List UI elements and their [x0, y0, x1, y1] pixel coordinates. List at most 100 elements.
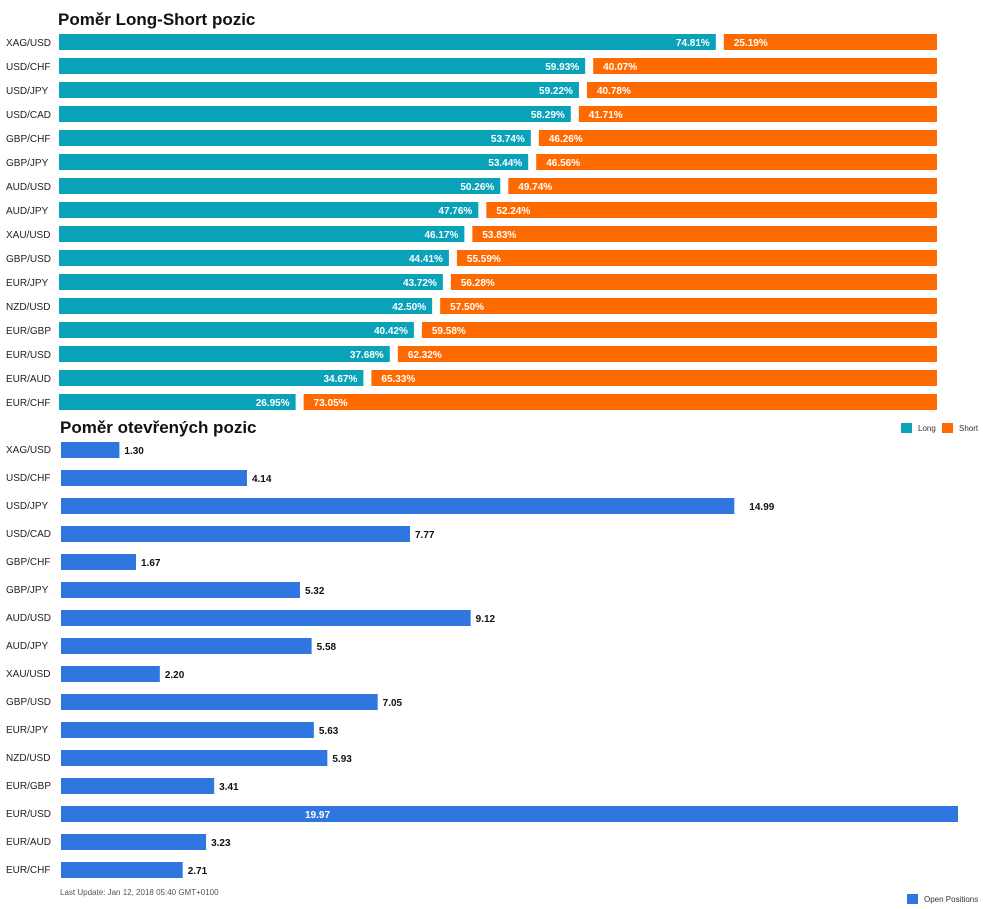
- short-bar-usd-chf: [593, 58, 937, 74]
- open-positions-value-usd-chf: 4.14: [252, 474, 272, 485]
- category-label-gbp-usd: GBP/USD: [6, 697, 51, 708]
- category-label-xau-usd: XAU/USD: [6, 669, 50, 680]
- open-positions-bar-nzd-usd: [61, 750, 328, 766]
- open-positions-value-aud-usd: 9.12: [476, 614, 496, 625]
- long-value-usd-jpy: 59.22%: [539, 86, 573, 97]
- short-bar-aud-jpy: [486, 202, 937, 218]
- long-bar-xau-usd: [59, 226, 465, 242]
- open-positions-bar-eur-jpy: [61, 722, 314, 738]
- long-value-gbp-usd: 44.41%: [409, 254, 443, 265]
- category-label-gbp-jpy: GBP/JPY: [6, 158, 49, 169]
- category-label-nzd-usd: NZD/USD: [6, 753, 50, 764]
- short-bar-eur-chf: [303, 394, 938, 410]
- short-bar-gbp-jpy: [536, 154, 937, 170]
- category-label-eur-jpy: EUR/JPY: [6, 725, 49, 736]
- short-value-eur-chf: 73.05%: [314, 398, 348, 409]
- category-label-usd-chf: USD/CHF: [6, 62, 50, 73]
- long-value-aud-jpy: 47.76%: [438, 206, 472, 217]
- open-positions-value-eur-aud: 3.23: [211, 838, 231, 849]
- long-bar-gbp-chf: [59, 130, 531, 146]
- long-value-usd-cad: 58.29%: [531, 110, 565, 121]
- long-bar-xag-usd: [59, 34, 716, 50]
- legend-swatch-open-positions: [907, 894, 918, 904]
- long-value-xag-usd: 74.81%: [676, 38, 710, 49]
- legend-swatch-short: [942, 423, 953, 433]
- category-label-aud-usd: AUD/USD: [6, 182, 51, 193]
- open-positions-bar-usd-chf: [61, 470, 247, 486]
- long-bar-eur-jpy: [59, 274, 443, 290]
- category-label-eur-aud: EUR/AUD: [6, 837, 51, 848]
- category-label-eur-jpy: EUR/JPY: [6, 278, 49, 289]
- open-positions-legend: Open Positions: [907, 894, 978, 904]
- short-bar-eur-usd: [397, 346, 937, 362]
- open-positions-bar-xag-usd: [61, 442, 120, 458]
- category-label-gbp-jpy: GBP/JPY: [6, 585, 49, 596]
- category-label-usd-chf: USD/CHF: [6, 473, 50, 484]
- long-bar-usd-chf: [59, 58, 586, 74]
- short-value-gbp-usd: 55.59%: [467, 254, 501, 265]
- short-value-eur-gbp: 59.58%: [432, 326, 466, 337]
- long-bar-aud-usd: [59, 178, 501, 194]
- category-label-xau-usd: XAU/USD: [6, 230, 50, 241]
- open-positions-value-nzd-usd: 5.93: [332, 754, 352, 765]
- short-bar-xag-usd: [723, 34, 937, 50]
- short-bar-xau-usd: [472, 226, 937, 242]
- short-value-aud-jpy: 52.24%: [496, 206, 530, 217]
- open-positions-bar-eur-aud: [61, 834, 207, 850]
- open-positions-value-xau-usd: 2.20: [165, 670, 185, 681]
- category-label-nzd-usd: NZD/USD: [6, 302, 50, 313]
- short-value-usd-jpy: 40.78%: [597, 86, 631, 97]
- open-positions-value-eur-usd: 19.97: [305, 810, 330, 821]
- short-bar-nzd-usd: [440, 298, 937, 314]
- open-positions-value-usd-cad: 7.77: [415, 530, 435, 541]
- open-positions-value-xag-usd: 1.30: [124, 446, 144, 457]
- long-bar-gbp-usd: [59, 250, 449, 266]
- long-value-gbp-chf: 53.74%: [491, 134, 525, 145]
- category-label-usd-cad: USD/CAD: [6, 110, 51, 121]
- open-positions-value-aud-jpy: 5.58: [317, 642, 337, 653]
- long-value-eur-aud: 34.67%: [323, 374, 357, 385]
- open-positions-bar-gbp-usd: [61, 694, 378, 710]
- open-positions-bar-eur-gbp: [61, 778, 215, 794]
- open-positions-value-usd-jpy: 14.99: [749, 502, 774, 513]
- long-value-eur-jpy: 43.72%: [403, 278, 437, 289]
- category-label-eur-usd: EUR/USD: [6, 809, 51, 820]
- short-bar-eur-gbp: [421, 322, 938, 338]
- short-value-gbp-jpy: 46.56%: [546, 158, 580, 169]
- category-label-eur-gbp: EUR/GBP: [6, 781, 51, 792]
- open-positions-bar-gbp-chf: [61, 554, 137, 570]
- category-label-xag-usd: XAG/USD: [6, 38, 51, 49]
- open-positions-value-eur-chf: 2.71: [188, 866, 208, 877]
- long-value-xau-usd: 46.17%: [424, 230, 458, 241]
- legend-label-long: Long: [918, 424, 936, 433]
- category-label-gbp-chf: GBP/CHF: [6, 134, 50, 145]
- short-bar-eur-aud: [371, 370, 937, 386]
- long-bar-eur-aud: [59, 370, 364, 386]
- long-bar-aud-jpy: [59, 202, 479, 218]
- category-label-eur-gbp: EUR/GBP: [6, 326, 51, 337]
- open-positions-value-gbp-chf: 1.67: [141, 558, 161, 569]
- long-bar-eur-chf: [59, 394, 296, 410]
- long-short-chart: Poměr Long-Short pozic XAG/USD 74.81% 25.1…: [6, 10, 938, 410]
- category-label-eur-chf: EUR/CHF: [6, 398, 50, 409]
- open-positions-bar-gbp-jpy: [61, 582, 300, 598]
- category-label-aud-usd: AUD/USD: [6, 613, 51, 624]
- short-value-xau-usd: 53.83%: [482, 230, 516, 241]
- open-positions-bar-usd-cad: [61, 526, 411, 542]
- long-bar-usd-cad: [59, 106, 571, 122]
- long-bar-nzd-usd: [59, 298, 433, 314]
- open-positions-bar-eur-usd: [61, 806, 958, 822]
- long-bar-usd-jpy: [59, 82, 579, 98]
- open-positions-bar-usd-jpy: [61, 498, 735, 514]
- open-positions-bar-eur-chf: [61, 862, 183, 878]
- long-short-legend: Long Short: [901, 423, 979, 433]
- category-label-xag-usd: XAG/USD: [6, 445, 51, 456]
- open-positions-value-eur-gbp: 3.41: [219, 782, 239, 793]
- long-short-title: Poměr Long-Short pozic: [58, 10, 255, 29]
- legend-swatch-long: [901, 423, 912, 433]
- long-value-eur-usd: 37.68%: [350, 350, 384, 361]
- short-value-usd-cad: 41.71%: [589, 110, 623, 121]
- long-value-eur-chf: 26.95%: [256, 398, 290, 409]
- open-positions-bar-aud-usd: [61, 610, 471, 626]
